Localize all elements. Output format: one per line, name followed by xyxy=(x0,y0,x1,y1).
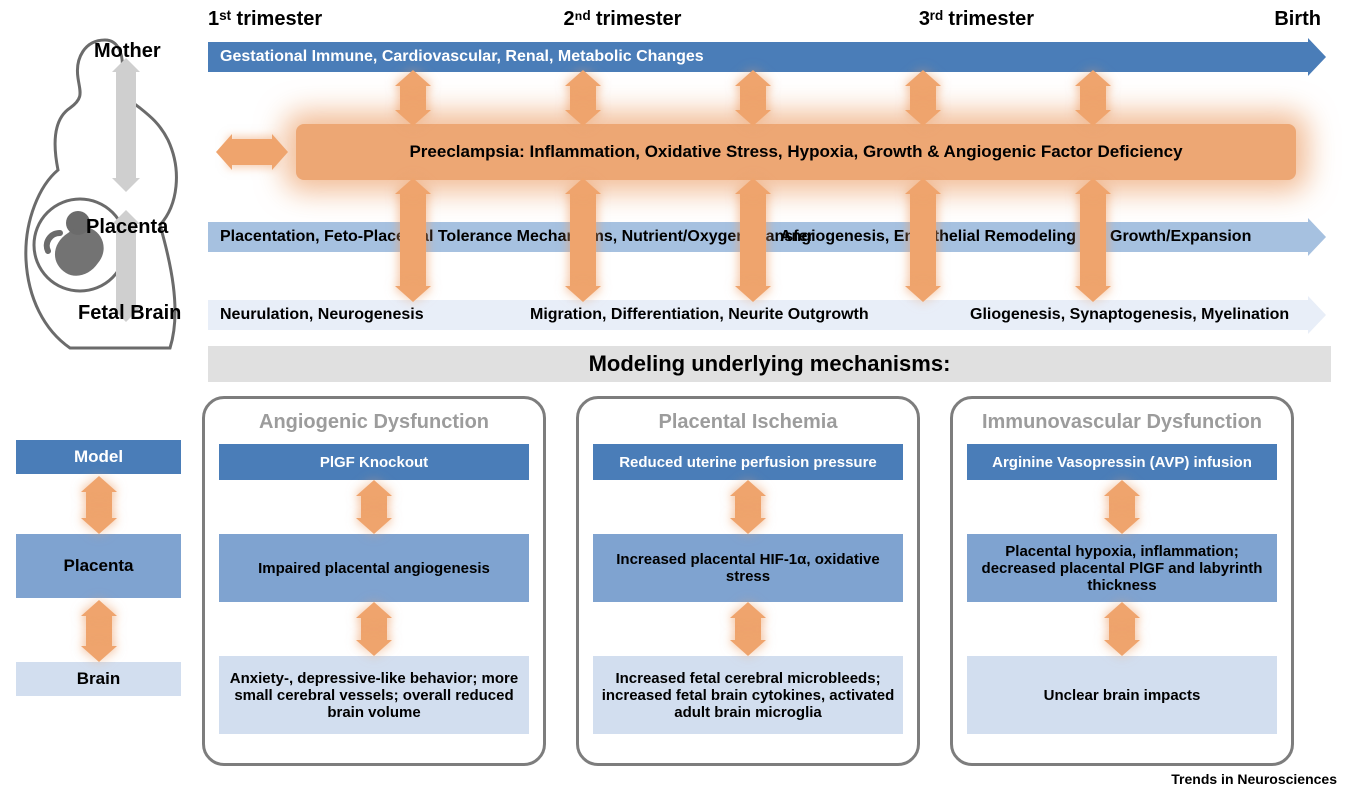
orange-v-arrow-icon xyxy=(1109,494,1135,520)
card-brain-row: Increased fetal cerebral microbleeds; in… xyxy=(593,656,903,734)
card-placenta-row: Impaired placental angiogenesis xyxy=(219,534,529,602)
birth-label: Birth xyxy=(1274,8,1331,31)
card-title: Immunovascular Dysfunction xyxy=(967,411,1277,434)
orange-v-arrow-icon xyxy=(740,192,766,288)
orange-v-arrow-icon xyxy=(570,192,596,288)
fetal-seg1: Neurulation, Neurogenesis xyxy=(220,306,530,324)
fetal-seg3: Gliogenesis, Synaptogenesis, Myelination xyxy=(970,306,1289,324)
gray-arrow-icon xyxy=(116,70,136,180)
orange-v-arrow-icon xyxy=(361,616,387,642)
legend-model: Model xyxy=(16,440,181,474)
card-placenta-row: Increased placental HIF-1α, oxidative st… xyxy=(593,534,903,602)
orange-v-arrow-icon xyxy=(910,84,936,112)
legend-placenta: Placenta xyxy=(16,534,181,598)
card-immuno: Immunovascular Dysfunction Arginine Vaso… xyxy=(950,396,1294,766)
orange-v-arrow-icon xyxy=(735,494,761,520)
card-model-row: Reduced uterine perfusion pressure xyxy=(593,444,903,480)
orange-v-arrow-icon xyxy=(361,494,387,520)
orange-v-arrow-icon xyxy=(86,614,112,648)
placenta-row-label: Placenta xyxy=(86,216,168,239)
orange-v-arrow-icon xyxy=(570,84,596,112)
card-model-row: PlGF Knockout xyxy=(219,444,529,480)
card-ischemia: Placental Ischemia Reduced uterine perfu… xyxy=(576,396,920,766)
orange-v-arrow-icon xyxy=(400,192,426,288)
orange-v-arrow-icon xyxy=(1109,616,1135,642)
card-placenta-row: Placental hypoxia, inflammation; decreas… xyxy=(967,534,1277,602)
card-model-row: Arginine Vasopressin (AVP) infusion xyxy=(967,444,1277,480)
mother-bar-text: Gestational Immune, Cardiovascular, Rena… xyxy=(220,48,704,66)
orange-v-arrow-icon xyxy=(1080,192,1106,288)
orange-h-arrow-icon xyxy=(230,139,274,165)
preeclampsia-box: Preeclampsia: Inflammation, Oxidative St… xyxy=(296,124,1296,180)
mother-row-label: Mother xyxy=(94,40,161,63)
placenta-seg2: Angiogenesis, Endothelial Remodeling xyxy=(780,228,1110,246)
placenta-seg1: Placentation, Feto-Placental Tolerance M… xyxy=(220,228,780,246)
card-brain-row: Unclear brain impacts xyxy=(967,656,1277,734)
placenta-seg3: Growth/Expansion xyxy=(1110,228,1251,246)
orange-v-arrow-icon xyxy=(735,616,761,642)
orange-v-arrow-icon xyxy=(910,192,936,288)
fetal-seg2: Migration, Differentiation, Neurite Outg… xyxy=(530,306,970,324)
fetal-bar: Neurulation, Neurogenesis Migration, Dif… xyxy=(208,300,1308,330)
modeling-header: Modeling underlying mechanisms: xyxy=(208,346,1331,382)
t3-label: 3ʳᵈ trimester xyxy=(919,8,1274,31)
card-angiogenic: Angiogenic Dysfunction PlGF Knockout Imp… xyxy=(202,396,546,766)
trimester-labels: 1ˢᵗ trimester 2ⁿᵈ trimester 3ʳᵈ trimeste… xyxy=(208,8,1331,31)
credit-text: Trends in Neurosciences xyxy=(1171,771,1337,787)
t2-label: 2ⁿᵈ trimester xyxy=(563,8,918,31)
card-brain-row: Anxiety-, depressive-like behavior; more… xyxy=(219,656,529,734)
orange-v-arrow-icon xyxy=(86,490,112,520)
mother-bar: Gestational Immune, Cardiovascular, Rena… xyxy=(208,42,1308,72)
fetal-row-label: Fetal Brain xyxy=(78,302,181,325)
orange-v-arrow-icon xyxy=(400,84,426,112)
legend-brain: Brain xyxy=(16,662,181,696)
card-title: Placental Ischemia xyxy=(593,411,903,434)
orange-v-arrow-icon xyxy=(1080,84,1106,112)
preeclampsia-text: Preeclampsia: Inflammation, Oxidative St… xyxy=(409,142,1182,162)
orange-v-arrow-icon xyxy=(740,84,766,112)
card-title: Angiogenic Dysfunction xyxy=(219,411,529,434)
t1-label: 1ˢᵗ trimester xyxy=(208,8,563,31)
